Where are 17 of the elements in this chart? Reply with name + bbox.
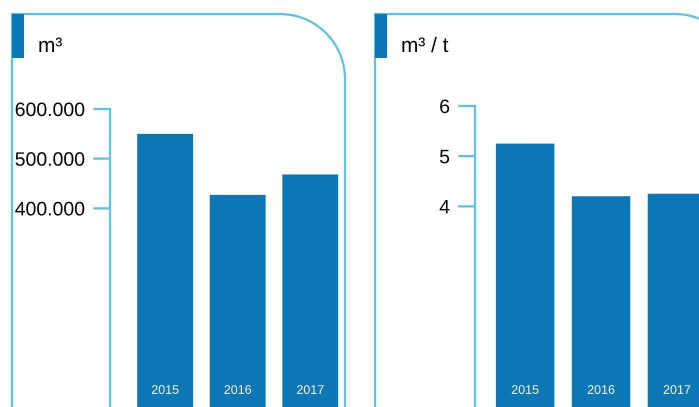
y-tick-label: 600.000 bbox=[16, 102, 84, 116]
y-tick-label: 400.000 bbox=[15, 202, 84, 216]
x-tick-label: 2017 bbox=[664, 385, 690, 394]
y-tick-label: 5 bbox=[440, 150, 450, 164]
bar bbox=[137, 134, 194, 407]
y-tick-label: 6 bbox=[440, 99, 450, 114]
x-tick-label: 2015 bbox=[512, 385, 538, 394]
x-tick-label: 2016 bbox=[224, 385, 252, 394]
y-axis-title: m³ bbox=[39, 38, 62, 52]
y-axis-title: m³ / t bbox=[402, 36, 448, 52]
y-tick-label: 500.000 bbox=[16, 152, 84, 166]
bar bbox=[282, 174, 338, 407]
y-tick-label: 4 bbox=[440, 200, 450, 214]
x-tick-label: 2016 bbox=[588, 385, 614, 394]
x-tick-label: 2015 bbox=[152, 385, 179, 394]
x-tick-label: 2017 bbox=[296, 385, 324, 394]
bar bbox=[210, 194, 266, 407]
